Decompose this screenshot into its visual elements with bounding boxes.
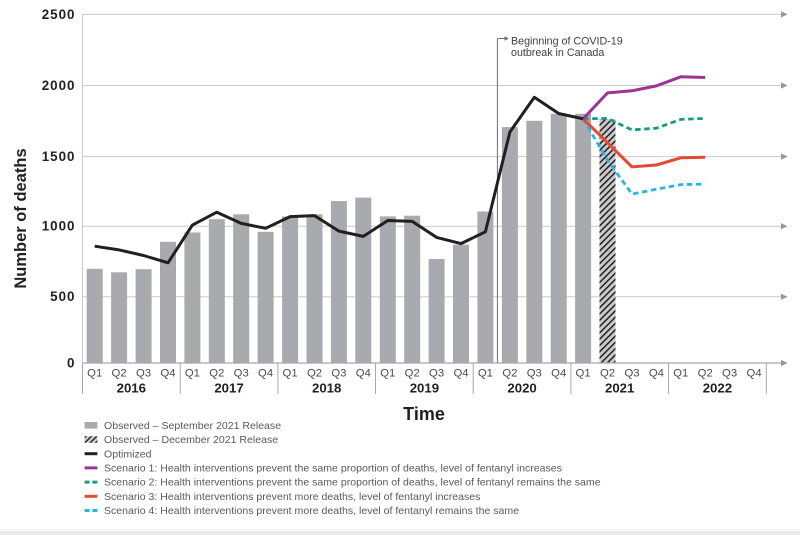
svg-text:1000: 1000 [42, 219, 76, 234]
svg-text:Q2: Q2 [405, 368, 420, 380]
svg-text:Q3: Q3 [722, 368, 737, 380]
svg-text:2500: 2500 [42, 7, 76, 22]
svg-text:Q2: Q2 [209, 368, 224, 380]
svg-text:Q4: Q4 [747, 368, 762, 380]
svg-text:2000: 2000 [42, 78, 76, 93]
svg-text:Q2: Q2 [307, 368, 322, 380]
svg-text:Scenario 3: Health interventio: Scenario 3: Health interventions prevent… [104, 491, 480, 503]
svg-text:2017: 2017 [214, 381, 243, 396]
svg-text:Q4: Q4 [551, 368, 566, 380]
svg-text:2020: 2020 [507, 381, 536, 396]
svg-text:Q1: Q1 [673, 368, 688, 380]
svg-text:Q3: Q3 [527, 368, 542, 380]
svg-text:Optimized: Optimized [104, 448, 152, 460]
svg-text:Q2: Q2 [600, 368, 615, 380]
svg-text:Q4: Q4 [160, 368, 175, 380]
svg-text:Q1: Q1 [283, 368, 298, 380]
svg-text:Q1: Q1 [478, 368, 493, 380]
svg-text:Q3: Q3 [624, 368, 639, 380]
svg-text:Q1: Q1 [576, 368, 591, 380]
svg-text:Scenario 1: Health interventio: Scenario 1: Health interventions prevent… [104, 463, 562, 475]
svg-text:Q2: Q2 [698, 368, 713, 380]
svg-text:Scenario 4: Health interventio: Scenario 4: Health interventions prevent… [104, 505, 519, 517]
svg-text:Time: Time [403, 404, 445, 424]
svg-text:Q3: Q3 [234, 368, 249, 380]
svg-text:Q2: Q2 [112, 368, 127, 380]
svg-text:1500: 1500 [42, 149, 76, 164]
svg-text:Number of deaths: Number of deaths [12, 148, 30, 288]
svg-text:2016: 2016 [117, 381, 146, 396]
svg-text:2022: 2022 [703, 381, 732, 396]
svg-text:Q3: Q3 [136, 368, 151, 380]
svg-text:outbreak in Canada: outbreak in Canada [511, 47, 604, 59]
svg-text:Q1: Q1 [380, 368, 395, 380]
svg-text:Q4: Q4 [258, 368, 273, 380]
svg-text:Q4: Q4 [649, 368, 664, 380]
svg-text:Q4: Q4 [453, 368, 468, 380]
svg-text:Q3: Q3 [331, 368, 346, 380]
svg-text:Scenario 2: Health interventio: Scenario 2: Health interventions prevent… [104, 477, 601, 489]
svg-text:Q4: Q4 [356, 368, 371, 380]
svg-text:Q2: Q2 [502, 368, 517, 380]
svg-text:2021: 2021 [605, 381, 634, 396]
svg-text:2019: 2019 [410, 381, 439, 396]
svg-text:Beginning of COVID-19: Beginning of COVID-19 [511, 35, 623, 47]
svg-text:0: 0 [67, 355, 75, 370]
svg-text:Q1: Q1 [87, 368, 102, 380]
svg-text:Observed – September 2021 Rele: Observed – September 2021 Release [104, 420, 281, 432]
svg-text:2018: 2018 [312, 381, 341, 396]
svg-text:500: 500 [50, 289, 75, 304]
svg-text:Q3: Q3 [429, 368, 444, 380]
svg-text:Observed – December 2021 Relea: Observed – December 2021 Release [104, 434, 278, 446]
svg-text:Q1: Q1 [185, 368, 200, 380]
